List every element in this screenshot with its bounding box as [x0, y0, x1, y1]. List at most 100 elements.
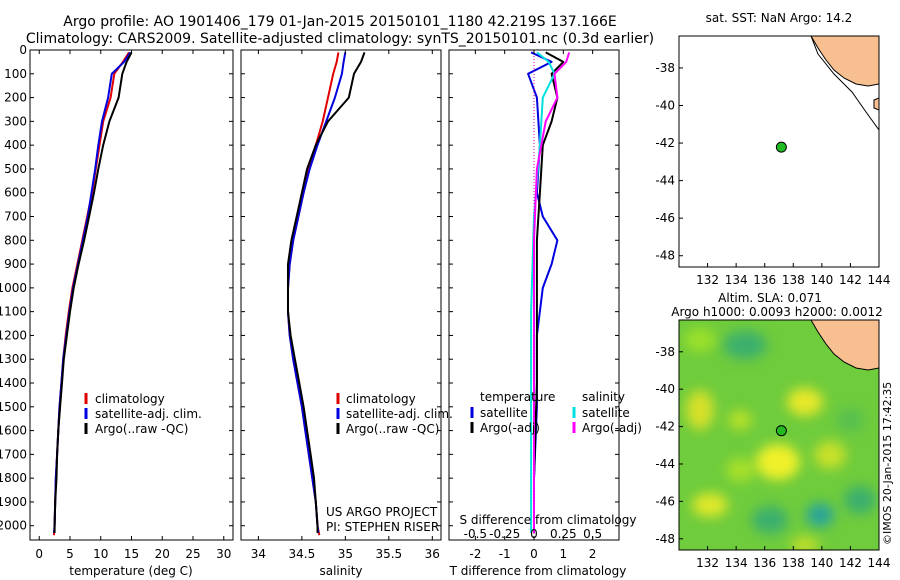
depth-tick-label: 1000: [0, 281, 27, 295]
map-x-tick-label: 136: [753, 273, 776, 287]
legend-label: Argo(..raw -QC): [346, 422, 439, 436]
difference-x-axis: -2 -1 0 1 2 -0.5 -0.25 0 0.25 0.5: [464, 50, 602, 561]
legend-label: satellite-adj. clim.: [346, 407, 453, 421]
sst-map-title: sat. SST: NaN Argo: 14.2: [706, 11, 853, 25]
sla-blob: [684, 328, 716, 352]
legend-label: Argo(-adj): [582, 421, 642, 435]
legend-label: satellite: [480, 406, 528, 420]
x-tick-label: -1: [499, 547, 511, 561]
map-x-tick-label: 138: [782, 556, 805, 570]
depth-tick-label: 700: [4, 210, 27, 224]
sla-blob: [752, 506, 788, 534]
map-y-tick-label: -38: [655, 345, 675, 359]
map-x-tick-label: 140: [810, 273, 833, 287]
x-tick-label: 34: [251, 547, 266, 561]
sla-blob: [806, 503, 834, 527]
series-satellite-adj-clim-: [287, 52, 347, 534]
temperature-legend: climatology satellite-adj. clim. Argo(..…: [84, 392, 202, 436]
sst-map-land: [810, 36, 879, 131]
top-tick-label: 0: [530, 527, 538, 541]
top-tick-label: -0.25: [489, 527, 520, 541]
map-x-tick-label: 134: [725, 556, 748, 570]
sla-map-field: [684, 320, 879, 550]
x-tick-label: 30: [216, 547, 231, 561]
series-climatology: [287, 52, 340, 536]
pi-annotation: PI: STEPHEN RISER: [326, 520, 439, 534]
salinity-legend: climatology satellite-adj. clim. Argo(..…: [326, 392, 453, 534]
depth-tick-label: 300: [4, 114, 27, 128]
legend-label: climatology: [95, 392, 165, 406]
depth-tick-label: 1800: [0, 471, 27, 485]
top-tick-label: -0.5: [464, 527, 487, 541]
depth-axis: 0 100 200 300 400 500 600 700 800 900 1000 1100 1200…: [0, 43, 619, 533]
legend-label: satellite-adj. clim.: [95, 407, 202, 421]
top-tick-label: 0.25: [550, 527, 577, 541]
sla-blob: [728, 410, 752, 430]
x-tick-label: 0: [530, 547, 538, 561]
series-argo-raw-qc-: [53, 51, 133, 533]
legend-label: Argo(..raw -QC): [95, 422, 188, 436]
map-y-tick-label: -40: [655, 98, 675, 112]
credit-stamp: ©IMOS 20-Jan-2015 17:42:35: [881, 382, 894, 545]
depth-tick-label: 600: [4, 186, 27, 200]
difference-xlabel: T difference from climatology: [449, 564, 627, 578]
series-satellite-adj-clim-: [53, 51, 132, 533]
legend-label: satellite: [582, 406, 630, 420]
x-tick-label: 36: [425, 547, 440, 561]
legend-header-salinity: salinity: [582, 390, 625, 404]
map-y-tick-label: -46: [655, 211, 675, 225]
legend-label: climatology: [346, 392, 416, 406]
sla-blob: [692, 493, 728, 517]
sla-blob: [726, 458, 754, 482]
australia-coast: [810, 320, 879, 371]
header-line2: Climatology: CARS2009. Satellite-adjuste…: [26, 31, 654, 47]
depth-tick-label: 1200: [0, 328, 27, 342]
map-x-tick-label: 134: [725, 273, 748, 287]
x-tick-label: 35.5: [375, 547, 402, 561]
map-x-tick-label: 140: [810, 556, 833, 570]
map-x-tick-label: 132: [696, 556, 719, 570]
map-x-tick-label: 132: [696, 273, 719, 287]
project-annotation: US ARGO PROJECT: [326, 505, 438, 519]
temperature-x-axis: 0 5 10 15 20 25 30: [35, 50, 231, 561]
map-x-tick-label: 136: [753, 556, 776, 570]
difference-plot: [527, 50, 571, 540]
map-y-tick-label: -44: [655, 174, 675, 188]
x-tick-label: 25: [185, 547, 200, 561]
map-x-tick-label: 144: [868, 273, 891, 287]
legend-label: Argo(-adj): [480, 421, 540, 435]
salinity-plot: [287, 52, 366, 536]
x-tick-label: -2: [469, 547, 481, 561]
sla-blob: [791, 537, 819, 550]
x-tick-label: 2: [589, 547, 597, 561]
map-x-tick-label: 138: [782, 273, 805, 287]
series-argo-raw-qc-: [287, 52, 366, 533]
sla-blob: [787, 388, 823, 416]
depth-tick-label: 1900: [0, 495, 27, 509]
sst-map-argo-location: [775, 141, 787, 153]
x-tick-label: 15: [124, 547, 139, 561]
sst-map-frame: [678, 35, 880, 268]
depth-tick-label: 900: [4, 257, 27, 271]
map-x-tick-label: 142: [839, 273, 862, 287]
depth-tick-label: 500: [4, 162, 27, 176]
series-salinity-satellite: [530, 51, 556, 533]
sla-blob: [836, 408, 864, 432]
tasmania-edge: [873, 97, 879, 111]
sla-map-axes: 132 134 136 138 140 142 144 -38 -40 -42 -44 -46 -48: [655, 345, 890, 570]
depth-tick-label: 1700: [0, 447, 27, 461]
sla-map-title: Altim. SLA: 0.071: [718, 291, 822, 305]
x-tick-label: 0: [35, 547, 43, 561]
argo-float-marker: [775, 425, 787, 437]
x-tick-label: 1: [559, 547, 567, 561]
series-salinity-argo-adj-: [533, 52, 571, 533]
argo-float-marker: [775, 141, 787, 153]
map-y-tick-label: -48: [655, 249, 675, 263]
map-y-tick-label: -44: [655, 457, 675, 471]
australia-coast: [810, 36, 879, 87]
map-y-tick-label: -38: [655, 61, 675, 75]
sla-map-argo-location: [775, 425, 787, 437]
sla-blob: [756, 444, 800, 480]
header-line1: Argo profile: AO 1901406_179 01-Jan-2015…: [63, 14, 616, 30]
